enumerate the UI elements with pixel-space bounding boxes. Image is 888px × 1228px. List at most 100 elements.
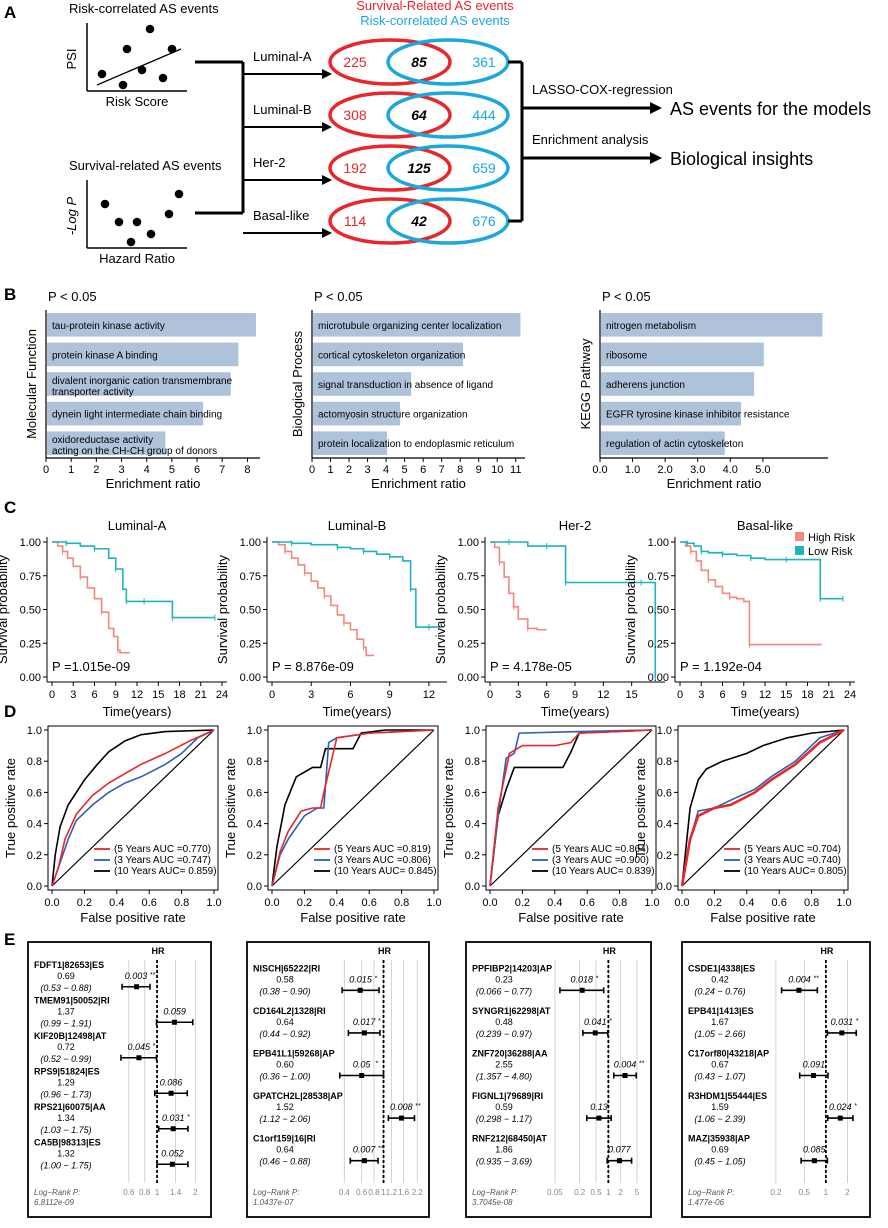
x-tick-label: 12 <box>423 689 435 701</box>
arrowhead <box>322 228 332 238</box>
scatter-dot <box>126 237 136 247</box>
event-name: EPB41|1413|ES <box>688 1006 754 1016</box>
scatter-dot <box>158 73 168 83</box>
y-tick-label: 0.2 <box>27 850 42 862</box>
hazard-ratio: 0.60 <box>276 1060 294 1070</box>
overlap-count: 125 <box>407 160 431 176</box>
y-tick-label: 0.2 <box>657 850 672 862</box>
hazard-ratio: 0.23 <box>495 974 513 984</box>
y-tick-label: 0.50 <box>240 605 261 617</box>
x-tick-label: 12 <box>759 689 771 701</box>
hazard-ratio: 0.48 <box>495 1017 513 1027</box>
arrowhead <box>322 69 332 79</box>
outcome-arrowhead <box>650 102 662 114</box>
significance-stars: ** <box>378 1146 384 1153</box>
forest-frame <box>465 941 652 1218</box>
y-axis-label: Biological Process <box>290 330 305 437</box>
confidence-interval: (0.45 − 1.05) <box>694 1157 745 1167</box>
event-name: CD164L2|1328|RI <box>253 1006 326 1016</box>
x-tick-label: 1.0 <box>206 897 221 909</box>
x-tick-label: 6 <box>544 689 550 701</box>
hr-estimate-marker <box>622 1073 628 1078</box>
hazard-ratio: 0.64 <box>276 1017 294 1027</box>
forest-row: RPS21|60075|AA1.34 (1.03 − 1.75) 0.031 * <box>34 1102 190 1135</box>
roc-curve-5-years <box>271 729 435 887</box>
scatter-dot <box>137 65 147 75</box>
x-tick-label: 4.0 <box>723 464 738 476</box>
log-rank-value: 1.0437e-07 <box>253 1198 294 1207</box>
event-name: ZNF720|36288|AA <box>472 1049 548 1059</box>
enrichment-bar <box>47 431 166 455</box>
forest-row: FIGNL1|79689|RI0.59 (0.298 − 1.17) 0.13 <box>472 1091 612 1124</box>
forest-row: KIF20B|12498|AT0.72 (0.52 − 0.99) 0.045 * <box>34 1031 158 1064</box>
forest-row: EPB41|1413|ES1.67 (1.05 − 2.66) 0.031 * <box>688 1006 859 1039</box>
y-tick-label: 0.8 <box>247 756 262 768</box>
outcome-arrows: LASSO-COX-regression AS events for the mo… <box>508 60 871 223</box>
low-risk-curve <box>52 541 215 619</box>
hazard-ratio: 0.72 <box>57 1042 75 1052</box>
x-axis-label: False positive rate <box>80 910 186 925</box>
y-tick-label: 0.4 <box>27 819 42 831</box>
term-label: EGFR tyrosine kinase inhibitor resistanc… <box>606 410 790 421</box>
confidence-interval: (1.00 − 1.75) <box>40 1160 91 1170</box>
plot-frame <box>267 725 439 891</box>
x-tick-label: 7 <box>439 464 445 476</box>
p-value: 0.091 <box>803 1060 826 1070</box>
x-tick-label: 0.6 <box>362 897 377 909</box>
x-tick-label: 12 <box>597 689 609 701</box>
x-tick-label: 8 <box>457 464 463 476</box>
enrichment-bar <box>601 342 764 367</box>
x-tick-label: 1 <box>606 1188 611 1197</box>
x-tick-label: 5 <box>635 1188 640 1197</box>
x-tick-label: 1 <box>824 1188 829 1197</box>
significance-stars: * <box>854 1103 857 1110</box>
roc-plot: 0.00.0 0.2 0.2 0.4 0.4 0.6 0.6 0.8 0.8 1.0 1.0 Fals… <box>441 725 660 925</box>
x-tick-label: 9 <box>113 689 119 701</box>
forest-row: C1orf159|16|RI0.64 (0.46 − 0.88) 0.007 ** <box>253 1134 384 1167</box>
x-tick-label: 12 <box>131 689 143 701</box>
hr-estimate-marker <box>398 1115 404 1121</box>
y-axis-label: KEGG Pathway <box>578 338 593 430</box>
term-label: protein localization to endoplasmic reti… <box>318 439 514 450</box>
venn-luminal-b: Luminal-B 308 64 444 <box>243 91 510 139</box>
scatter-dot <box>145 24 155 34</box>
x-tick-label: 15 <box>780 689 792 701</box>
enrichment-chart: P < 0.05 nitrogen metabolism ribosome adher… <box>578 289 828 491</box>
x-tick-label: 0.4 <box>329 897 344 909</box>
p-threshold: P < 0.05 <box>314 289 363 304</box>
term-label: nitrogen metabolism <box>606 321 696 332</box>
x-tick-label: 18 <box>173 689 185 701</box>
x-tick-label: 3.0 <box>690 464 705 476</box>
y-tick-label: 0.75 <box>648 571 669 583</box>
hazard-ratio: 0.58 <box>276 974 294 984</box>
enrichment-bar <box>601 313 823 337</box>
venn-circle-survival <box>328 38 452 86</box>
significance-stars: * <box>596 975 599 982</box>
legend-swatch-high <box>795 532 804 541</box>
forest-row: PPFIBP2|14203|AP0.23 (0.066 − 0.77) 0.018 * <box>472 963 605 996</box>
km-legend: High Risk Low Risk <box>795 532 856 558</box>
auc-legend-label: (3 Years AUC =0.900) <box>552 855 649 866</box>
y-tick-label: 1.0 <box>27 725 42 737</box>
venn-circle-survival <box>328 144 452 192</box>
hazard-ratio: 1.29 <box>57 1077 75 1087</box>
diagonal-reference <box>681 729 845 887</box>
confidence-interval: (0.46 − 0.88) <box>259 1157 310 1167</box>
survival-only-count: 114 <box>344 213 367 229</box>
event-name: CSDE1|4338|ES <box>688 963 755 973</box>
scatter-title: Risk-correlated AS events <box>69 1 219 16</box>
hr-estimate-marker <box>134 984 140 990</box>
x-tick-label: 0.6 <box>356 1188 368 1197</box>
term-label: oxidoreductase activity <box>52 435 153 446</box>
panel-letter-b: B <box>4 285 16 304</box>
panel-letter-d: D <box>4 702 16 721</box>
x-axis-label: Time(years) <box>731 704 800 719</box>
outcome-label: Biological insights <box>670 149 813 169</box>
x-tick-label: 24 <box>216 689 228 701</box>
y-axis-label: Molecular Function <box>24 329 39 439</box>
hr-estimate-marker <box>810 1073 816 1078</box>
x-axis-label: Hazard Ratio <box>99 251 175 266</box>
p-value: 0.13 <box>590 1102 608 1112</box>
x-tick-label: 7 <box>219 464 225 476</box>
